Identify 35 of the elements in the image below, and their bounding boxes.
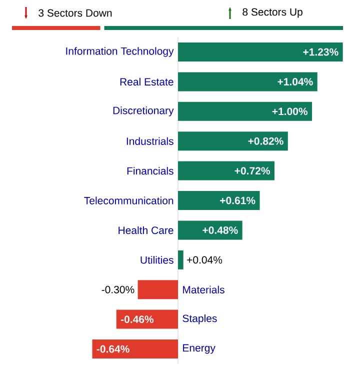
y-tick-label: Energy	[183, 344, 216, 354]
y-tick-label: Telecommunication	[84, 196, 174, 204]
y-tick-label: Industrials	[126, 137, 174, 145]
data-label: +0.72%	[234, 167, 270, 175]
bar	[178, 161, 274, 180]
y-tick-label: Materials	[183, 286, 224, 294]
y-tick-label: Real Estate	[120, 78, 174, 86]
data-label: +1.23%	[303, 48, 338, 56]
bar	[178, 132, 288, 151]
text: 3 Sectors Down	[38, 9, 112, 17]
data-label: -0.30%	[102, 286, 134, 294]
bar	[116, 310, 178, 329]
data-label: +1.00%	[272, 108, 308, 116]
bar	[178, 191, 260, 210]
data-label: -0.46%	[120, 316, 154, 324]
y-tick-label: Discretionary	[113, 106, 174, 116]
y-tick-label: Utilities	[140, 256, 174, 264]
y-tick-label: Health Care	[118, 226, 174, 234]
data-label: +0.48%	[202, 226, 238, 234]
bar	[178, 102, 312, 121]
bar	[178, 250, 184, 270]
data-label: +0.04%	[187, 256, 222, 264]
bar	[138, 280, 178, 300]
text: 8 Sectors Up	[242, 8, 302, 18]
data-label: -0.64%	[96, 345, 130, 353]
data-label: +1.04%	[278, 78, 313, 86]
data-label: +0.82%	[248, 137, 284, 145]
data-label: +0.61%	[220, 196, 256, 204]
bar	[92, 340, 178, 359]
bar	[178, 42, 343, 62]
y-tick-label: Information Technology	[66, 47, 174, 57]
bar	[178, 220, 242, 240]
y-tick-label: Financials	[127, 166, 174, 175]
bar	[178, 72, 318, 92]
y-tick-label: Staples	[182, 314, 217, 324]
